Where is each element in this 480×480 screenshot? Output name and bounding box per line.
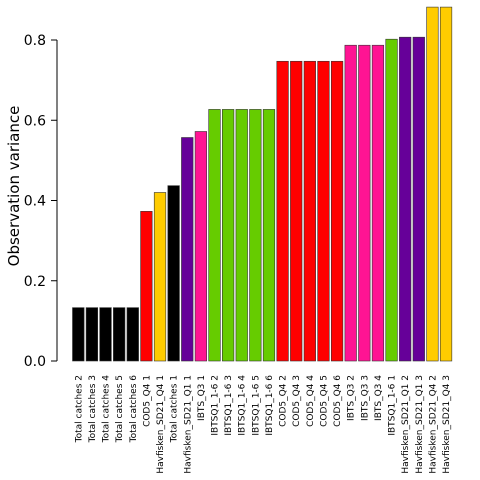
x-tick-label: COD5_Q4 3: [292, 375, 302, 427]
bar: [290, 60, 303, 362]
x-tick-label: Havfisken_SD21_Q1 2: [401, 375, 411, 474]
x-tick-label: IBTS_Q3 3: [360, 375, 370, 421]
bar: [303, 60, 316, 362]
bar: [99, 307, 112, 362]
y-axis-title: Observation variance: [5, 106, 23, 267]
x-tick-label: IBTSQ1_1-6 5: [251, 375, 261, 436]
bar: [249, 109, 262, 362]
bar: [208, 109, 221, 362]
x-tick-label: Total catches 1: [170, 375, 180, 443]
bar: [344, 44, 357, 362]
bars-group: [72, 6, 453, 362]
y-tick-label: 0.8: [24, 33, 46, 49]
x-tick-label: COD5_Q4 4: [306, 375, 316, 427]
x-tick-label: COD5_Q4 2: [279, 375, 289, 427]
x-tick-label: IBTS_Q3 1: [197, 375, 207, 421]
bar: [222, 109, 235, 362]
y-tick-label: 0.4: [24, 194, 46, 210]
x-tick-label: Total catches 5: [115, 375, 125, 443]
x-tick-label: COD5_Q4 5: [319, 375, 329, 427]
bar: [167, 185, 180, 362]
bar: [113, 307, 126, 362]
y-axis: 0.0 0.2 0.4 0.6 0.8: [24, 33, 58, 370]
bar: [140, 211, 153, 362]
x-tick-label: IBTSQ1_1-6 1: [388, 375, 398, 436]
bar: [412, 36, 425, 362]
bar: [126, 307, 139, 362]
x-tick-label: Havfisken_SD21_Q1 3: [415, 375, 425, 474]
x-tick-label: IBTS_Q3 2: [347, 375, 357, 421]
y-tick-label: 0.6: [24, 113, 46, 129]
x-tick-label: Havfisken_SD21_Q1 1: [183, 375, 193, 474]
bar: [385, 38, 398, 362]
x-tick-label: COD5_Q4 1: [142, 375, 152, 427]
x-tick-label: Havfisken_SD21_Q4 1: [156, 375, 166, 474]
bar: [371, 44, 385, 362]
bar: [153, 192, 167, 362]
bar: [330, 60, 344, 362]
x-tick-label: COD5_Q4 6: [333, 375, 343, 427]
x-tick-label: Total catches 2: [74, 375, 84, 443]
x-tick-label: Total catches 4: [102, 375, 112, 444]
bar: [262, 109, 276, 362]
bar: [194, 131, 207, 362]
bar: [181, 137, 194, 362]
x-tick-label: Havfisken_SD21_Q4 3: [442, 375, 452, 474]
x-tick-label: IBTSQ1_1-6 4: [238, 375, 248, 436]
bar: [358, 44, 371, 362]
bar: [317, 60, 330, 362]
bar: [426, 6, 439, 362]
y-tick-label: 0.2: [24, 274, 46, 290]
bar: [399, 36, 412, 362]
x-axis-labels: Total catches 2 Total catches 3 Total catc…: [74, 375, 452, 474]
x-tick-label: IBTSQ1_1-6 3: [224, 375, 234, 436]
y-tick-label: 0.0: [24, 354, 46, 370]
x-tick-label: Havfisken_SD21_Q4 2: [428, 375, 438, 474]
bar: [439, 6, 453, 362]
x-tick-label: Total catches 6: [129, 375, 139, 444]
x-tick-label: Total catches 3: [88, 375, 98, 443]
bar: [235, 109, 248, 362]
bar: [72, 307, 85, 362]
x-tick-label: IBTSQ1_1-6 6: [265, 375, 275, 436]
x-tick-label: IBTS_Q3 4: [374, 375, 384, 421]
bar: [85, 307, 99, 362]
bar: [276, 60, 289, 362]
x-tick-label: IBTSQ1_1-6 2: [211, 375, 221, 436]
